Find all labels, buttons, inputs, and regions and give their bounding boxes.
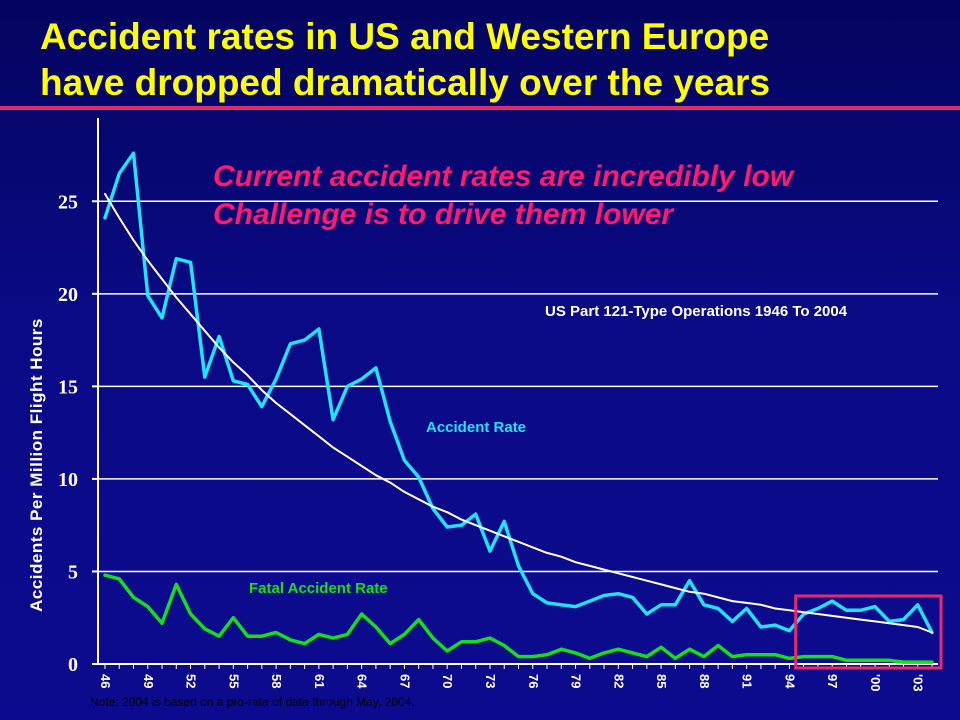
subtitle-line-1: Current accident rates are incredibly lo…: [213, 160, 794, 193]
x-tick-label: 61: [312, 674, 327, 688]
x-tick-label: 58: [269, 674, 284, 688]
x-tick-label: 79: [569, 674, 584, 688]
y-tick-label: 10: [58, 469, 78, 491]
accident-rate-label: Accident Rate: [426, 419, 526, 436]
y-axis-label: Accidents Per Million Flight Hours: [27, 318, 46, 612]
footnote: Note: 2004 is based on a pro-rata of dat…: [90, 695, 415, 709]
y-tick-label: 5: [68, 561, 78, 583]
x-tick-label: 76: [526, 674, 541, 688]
chart-title: US Part 121-Type Operations 1946 To 2004: [545, 303, 848, 320]
x-tick-label: 91: [740, 674, 755, 688]
subtitle-line-2: Challenge is to drive them lower: [213, 198, 674, 231]
accident-rate-line: [103, 151, 934, 635]
y-tick-label: 0: [68, 654, 78, 676]
x-tick-label: 85: [654, 674, 669, 688]
y-tick-label: 20: [58, 284, 78, 306]
x-tick-labels: 46 49 52 55 58 61 64 67 70 73 76 79 82 85 88 91 94 97 '00 '…: [98, 674, 926, 692]
axes: [97, 118, 938, 665]
recent-years-highlight-box: [794, 594, 943, 670]
x-tick-label: 52: [184, 674, 199, 688]
x-tick-label: 73: [483, 674, 498, 688]
x-tick-label: 55: [226, 674, 241, 688]
x-tick-label: 46: [98, 674, 113, 688]
trend-line: [104, 192, 933, 634]
x-tick-label: 88: [697, 674, 712, 688]
title-line-2: have dropped dramatically over the years: [40, 62, 771, 103]
x-tick-label: 70: [440, 674, 455, 688]
slide-subtitle: Current accident rates are incredibly lo…: [213, 158, 953, 234]
grid-lines: [92, 200, 938, 669]
x-tick-label: 64: [355, 674, 370, 689]
y-tick-labels: 0 5 10 15 20 25: [58, 191, 78, 676]
x-tick-label: '00: [868, 674, 883, 692]
x-tick-label: 49: [141, 674, 156, 688]
fatal-accident-rate-label: Fatal Accident Rate: [249, 580, 388, 597]
slide-title: Accident rates in US and Western Europe …: [40, 14, 940, 106]
x-tick-label: '03: [911, 674, 926, 692]
series: [103, 151, 934, 664]
y-tick-label: 15: [58, 376, 78, 398]
x-tick-label: 94: [782, 674, 797, 689]
title-divider: [0, 106, 960, 110]
x-tick-label: 67: [397, 674, 412, 688]
x-tick-label: 82: [611, 674, 626, 688]
fatal-accident-rate-line: [103, 573, 934, 664]
x-tick-label: 97: [825, 674, 840, 688]
title-line-1: Accident rates in US and Western Europe: [40, 16, 770, 57]
y-tick-label: 25: [58, 191, 78, 213]
